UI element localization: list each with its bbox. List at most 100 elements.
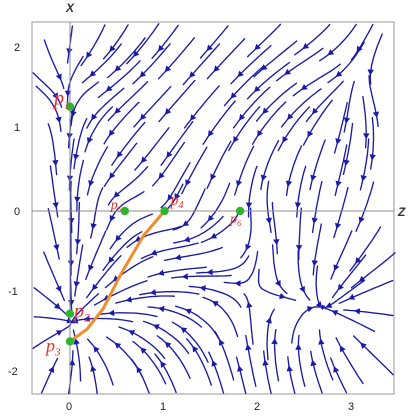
arrowhead — [189, 71, 196, 78]
streamline — [147, 306, 202, 328]
streamline — [132, 43, 171, 85]
y-tick-label: 1 — [14, 122, 20, 134]
arrowhead — [372, 111, 380, 118]
streamline — [104, 256, 154, 289]
arrowhead — [233, 136, 239, 143]
arrowhead — [333, 264, 340, 272]
arrowhead — [73, 281, 80, 288]
arrowhead — [55, 116, 62, 124]
arrowhead — [245, 243, 252, 251]
streamline — [106, 37, 146, 79]
streamline — [199, 25, 229, 59]
arrowhead — [114, 107, 121, 114]
streamline — [320, 280, 365, 309]
arrowhead — [74, 239, 82, 246]
arrowhead — [367, 69, 374, 76]
streamline — [140, 242, 199, 260]
equilibrium-point-p4 — [160, 206, 169, 216]
streamline — [310, 350, 323, 394]
arrowhead — [114, 65, 122, 72]
streamline — [154, 353, 177, 394]
streamline — [32, 72, 63, 108]
streamline — [235, 356, 247, 394]
streamline — [74, 244, 84, 297]
x-tick-label: 1 — [160, 401, 166, 413]
arrowhead — [140, 113, 147, 121]
streamline — [195, 255, 250, 274]
streamline — [291, 306, 325, 344]
arrowhead — [245, 202, 253, 209]
arrowhead — [52, 160, 59, 167]
streamline — [86, 87, 125, 129]
streamline — [102, 24, 129, 60]
point-label-subscript: 3 — [54, 346, 61, 358]
arrowhead — [206, 268, 213, 276]
plot-frame — [31, 21, 395, 395]
arrowhead — [354, 308, 361, 315]
streamline — [350, 23, 374, 61]
x-tick-label: 2 — [254, 401, 260, 413]
arrowhead — [236, 180, 243, 187]
arrowhead — [335, 70, 343, 77]
arrowhead — [185, 308, 192, 315]
arrowhead — [245, 343, 252, 351]
streamline — [130, 358, 150, 394]
arrowhead — [237, 365, 244, 372]
arrowhead — [88, 180, 95, 187]
y-tick-label: -2 — [8, 366, 18, 378]
arrowhead — [307, 130, 314, 138]
arrowhead — [254, 43, 261, 51]
arrowhead — [157, 269, 165, 276]
arrowhead — [190, 114, 197, 121]
streamline — [171, 321, 209, 363]
arrowhead — [86, 51, 93, 59]
streamline — [251, 101, 287, 145]
streamline — [208, 351, 225, 394]
point-label-subscript: 2 — [84, 311, 90, 325]
streamline — [223, 65, 264, 107]
streamline — [111, 121, 146, 166]
arrowhead — [285, 180, 293, 188]
streamline — [247, 23, 282, 58]
arrowhead — [300, 84, 308, 90]
streamline — [118, 326, 166, 360]
arrowhead — [286, 365, 293, 372]
arrowhead — [284, 68, 291, 75]
streamline — [319, 23, 357, 62]
streamline — [277, 106, 311, 152]
arrowhead — [306, 306, 314, 313]
arrowhead — [48, 366, 55, 373]
streamline — [292, 63, 341, 97]
y-tick-label: 2 — [14, 42, 20, 54]
arrowhead — [335, 138, 342, 145]
arrowhead — [113, 191, 121, 198]
arrowhead — [327, 49, 335, 56]
arrowhead — [108, 309, 115, 317]
arrowhead — [136, 366, 143, 374]
arrowhead — [140, 156, 148, 164]
arrowhead — [105, 85, 113, 92]
y-tick-labels: 2 1 0 -1 -2 — [8, 42, 20, 378]
streamline — [330, 357, 348, 394]
arrowhead — [164, 108, 172, 115]
arrowhead — [295, 343, 302, 350]
arrowhead — [158, 305, 165, 313]
arrowhead — [311, 217, 318, 224]
arrowhead — [93, 346, 100, 353]
streamline — [343, 309, 394, 317]
arrowhead — [348, 293, 355, 300]
arrowhead — [210, 232, 218, 239]
arrowhead — [287, 113, 294, 120]
arrowhead — [265, 217, 272, 225]
arrowhead — [311, 260, 318, 267]
streamline — [70, 293, 100, 324]
axes — [32, 22, 394, 394]
arrowhead — [158, 44, 165, 52]
equilibrium-point-p2 — [65, 309, 75, 318]
y-tick-label: 0 — [14, 206, 20, 218]
streamline — [133, 85, 172, 128]
arrowhead — [310, 359, 317, 367]
streamline — [294, 23, 331, 56]
arrowhead — [109, 45, 116, 52]
arrowhead — [343, 159, 350, 167]
